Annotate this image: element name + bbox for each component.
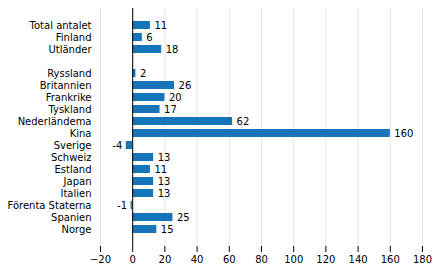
svg-text:20: 20 [159, 254, 172, 265]
svg-text:62: 62 [237, 116, 250, 127]
svg-text:Norge: Norge [61, 224, 91, 235]
svg-text:2: 2 [140, 68, 146, 79]
svg-text:160: 160 [381, 254, 400, 265]
svg-text:Britannien: Britannien [40, 80, 92, 91]
svg-text:-1: -1 [117, 200, 127, 211]
svg-text:26: 26 [179, 80, 192, 91]
svg-text:Ryssland: Ryssland [47, 68, 91, 79]
svg-text:Tyskland: Tyskland [47, 104, 91, 115]
svg-text:20: 20 [169, 92, 182, 103]
svg-text:160: 160 [394, 128, 413, 139]
svg-text:Estland: Estland [54, 164, 91, 175]
svg-text:25: 25 [177, 212, 190, 223]
svg-text:15: 15 [161, 224, 174, 235]
svg-text:Finland: Finland [56, 32, 92, 43]
svg-text:100: 100 [284, 254, 303, 265]
svg-text:80: 80 [255, 254, 268, 265]
svg-text:120: 120 [316, 254, 335, 265]
svg-text:Kina: Kina [70, 128, 92, 139]
svg-text:Japan: Japan [63, 176, 92, 187]
svg-text:18: 18 [166, 44, 179, 55]
svg-text:Total antalet: Total antalet [29, 20, 92, 31]
svg-text:13: 13 [158, 176, 171, 187]
svg-text:0: 0 [130, 254, 136, 265]
svg-text:40: 40 [191, 254, 204, 265]
svg-text:Nederländema: Nederländema [18, 116, 92, 127]
svg-text:13: 13 [158, 152, 171, 163]
svg-text:Spanien: Spanien [51, 212, 91, 223]
svg-text:Italien: Italien [60, 188, 91, 199]
svg-text:Förenta Staterna: Förenta Staterna [8, 200, 92, 211]
svg-text:Frankrike: Frankrike [46, 92, 92, 103]
svg-text:11: 11 [154, 20, 167, 31]
svg-text:-4: -4 [112, 140, 122, 151]
svg-text:11: 11 [154, 164, 167, 175]
svg-text:180: 180 [413, 254, 432, 265]
svg-text:17: 17 [164, 104, 177, 115]
svg-text:6: 6 [146, 32, 152, 43]
svg-text:Utländer: Utländer [48, 44, 92, 55]
svg-text:Sverige: Sverige [54, 140, 92, 151]
svg-text:−20: −20 [90, 254, 111, 265]
svg-text:60: 60 [223, 254, 236, 265]
svg-text:140: 140 [349, 254, 368, 265]
svg-text:13: 13 [158, 188, 171, 199]
svg-text:Schweiz: Schweiz [51, 152, 92, 163]
